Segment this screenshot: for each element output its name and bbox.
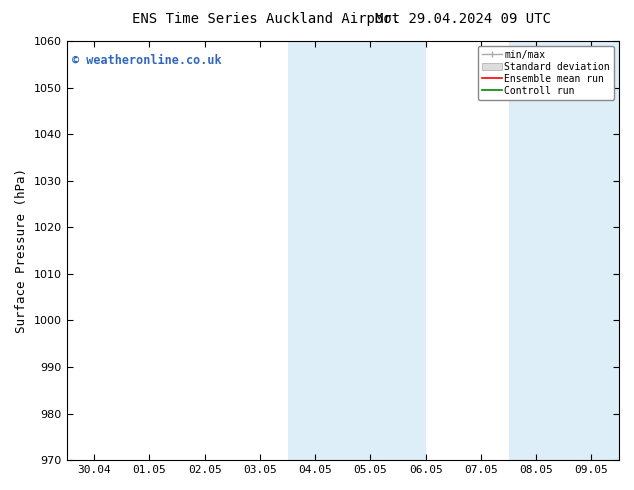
- Text: Mo. 29.04.2024 09 UTC: Mo. 29.04.2024 09 UTC: [375, 12, 551, 26]
- Text: ENS Time Series Auckland Airport: ENS Time Series Auckland Airport: [133, 12, 400, 26]
- Legend: min/max, Standard deviation, Ensemble mean run, Controll run: min/max, Standard deviation, Ensemble me…: [478, 46, 614, 99]
- Text: © weatheronline.co.uk: © weatheronline.co.uk: [72, 53, 222, 67]
- Y-axis label: Surface Pressure (hPa): Surface Pressure (hPa): [15, 168, 28, 333]
- Bar: [288, 41, 425, 460]
- Bar: [508, 41, 619, 460]
